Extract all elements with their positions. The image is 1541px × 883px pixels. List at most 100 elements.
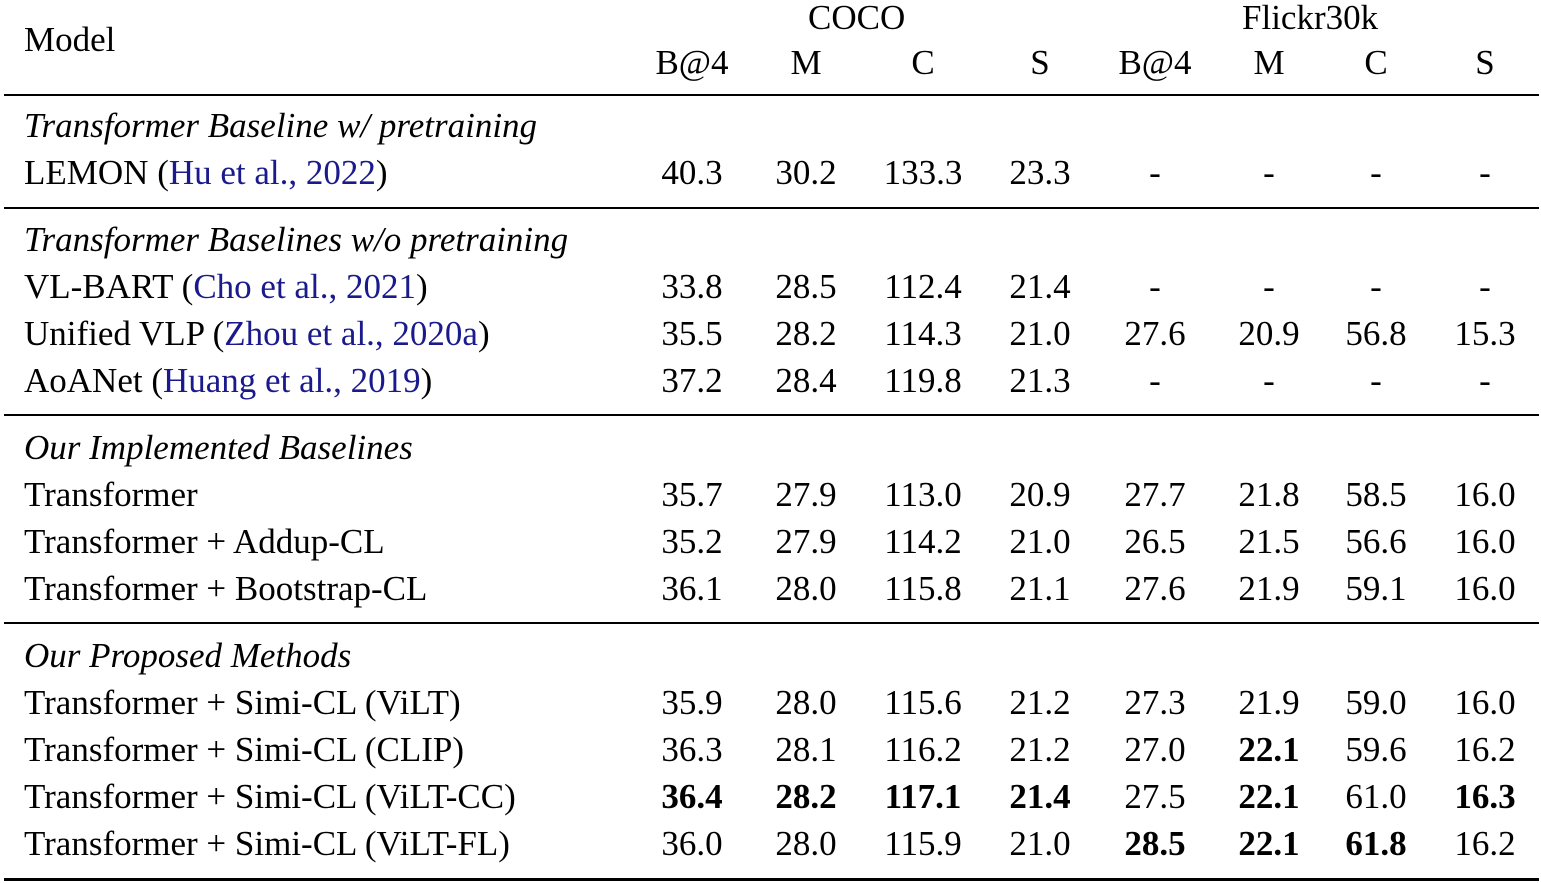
citation-close-paren: ): [477, 314, 490, 353]
table-row: VL-BART (Cho et al., 2021) 33.8 28.5 112.4 2…: [0, 269, 1541, 313]
citation-close-paren: ): [375, 153, 388, 192]
metric-value-cell: 21.5: [1238, 522, 1300, 561]
metric-value-cell: 56.8: [1345, 314, 1407, 353]
metric-value-cell: 28.1: [775, 730, 837, 769]
metric-value-cell: 27.6: [1124, 569, 1186, 608]
metric-value-cell: 16.2: [1454, 824, 1516, 863]
metric-value-cell: 114.2: [884, 522, 962, 561]
metric-value-cell: 16.0: [1454, 569, 1516, 608]
flickr30k-group-header: Flickr30k: [1242, 0, 1379, 37]
table-row: LEMON (Hu et al., 2022) 40.3 30.2 133.3 23.3…: [0, 155, 1541, 199]
coco-s-header: S: [1030, 43, 1050, 82]
metric-value-cell: 56.6: [1345, 522, 1407, 561]
citation-open-paren: (: [142, 361, 163, 400]
model-name: Unified VLP: [24, 314, 204, 353]
model-name: Transformer + Bootstrap-CL: [24, 569, 428, 608]
metric-value-cell: 28.4: [775, 361, 837, 400]
model-name-cell: Unified VLP (Zhou et al., 2020a): [24, 316, 490, 351]
metric-value-cell: -: [1479, 153, 1491, 192]
metric-value-cell: 33.8: [661, 267, 723, 306]
model-name-cell: Transformer + Simi-CL (CLIP): [24, 732, 464, 767]
table-row: Transformer 35.7 27.9 113.0 20.9 27.7 21.8 58.5…: [0, 477, 1541, 521]
metric-value-cell: 133.3: [883, 153, 963, 192]
coco-group-header: COCO: [808, 0, 906, 37]
metric-value-cell: 28.5: [775, 267, 837, 306]
model-name-cell: Transformer + Bootstrap-CL: [24, 571, 427, 606]
table-row: Transformer + Simi-CL (CLIP) 36.3 28.1 116.…: [0, 732, 1541, 776]
section-title: Our Implemented Baselines: [24, 428, 413, 467]
metric-value-cell: 20.9: [1009, 475, 1071, 514]
metric-value-cell: 119.8: [884, 361, 962, 400]
model-column-header: Model: [24, 20, 116, 59]
model-name-cell: VL-BART (Cho et al., 2021): [24, 269, 428, 304]
metric-value-cell: -: [1479, 267, 1491, 306]
section-divider: [4, 622, 1539, 624]
metric-value-cell: -: [1263, 267, 1275, 306]
metric-value-cell: 21.0: [1009, 314, 1071, 353]
metric-value-cell: 23.3: [1009, 153, 1071, 192]
metric-value-cell: 15.3: [1454, 314, 1516, 353]
model-name-cell: Transformer + Simi-CL (ViLT-CC): [24, 779, 516, 814]
section-header-row: Transformer Baseline w/ pretraining: [0, 108, 1541, 152]
table-row: Unified VLP (Zhou et al., 2020a) 35.5 28.2…: [0, 316, 1541, 360]
model-name: Transformer + Simi-CL (ViLT-CC): [24, 777, 516, 816]
metric-value-cell: 21.0: [1009, 824, 1071, 863]
metric-value-cell: 59.1: [1345, 569, 1407, 608]
model-name: AoANet: [24, 361, 143, 400]
metric-value-cell: -: [1370, 153, 1382, 192]
model-name: Transformer + Simi-CL (CLIP): [24, 730, 465, 769]
metric-value-cell: 16.3: [1454, 777, 1516, 816]
metric-value-cell: 59.0: [1345, 683, 1407, 722]
top-rule: [4, 94, 1539, 96]
metric-value-cell: 35.5: [661, 314, 723, 353]
metric-value-cell: 59.6: [1345, 730, 1407, 769]
metric-value-cell: -: [1479, 361, 1491, 400]
metric-value-cell: 30.2: [775, 153, 837, 192]
metric-value-cell: 27.5: [1124, 777, 1186, 816]
metric-value-cell: 115.6: [884, 683, 962, 722]
bottom-rule: [4, 878, 1539, 881]
citation-link[interactable]: Zhou et al., 2020a: [224, 314, 478, 353]
metric-value-cell: 27.0: [1124, 730, 1186, 769]
coco-c-header: C: [911, 43, 935, 82]
metric-value-cell: 27.3: [1124, 683, 1186, 722]
metric-value-cell: 27.9: [775, 522, 837, 561]
metric-value-cell: 117.1: [884, 777, 962, 816]
model-name-cell: Transformer + Addup-CL: [24, 524, 385, 559]
model-name: Transformer + Simi-CL (ViLT): [24, 683, 461, 722]
metric-value-cell: 112.4: [884, 267, 962, 306]
section-header-row: Our Implemented Baselines: [0, 430, 1541, 474]
metric-value-cell: 21.1: [1009, 569, 1071, 608]
metric-value-cell: 36.0: [661, 824, 723, 863]
model-name-cell: Transformer: [24, 477, 198, 512]
metric-value-cell: 114.3: [884, 314, 962, 353]
metric-value-cell: 115.8: [884, 569, 962, 608]
metric-value-cell: 28.0: [775, 824, 837, 863]
metric-value-cell: 27.9: [775, 475, 837, 514]
model-name: LEMON: [24, 153, 149, 192]
table-row: Transformer + Bootstrap-CL 36.1 28.0 115.8 2…: [0, 571, 1541, 615]
section-header-row: Our Proposed Methods: [0, 638, 1541, 682]
citation-open-paren: (: [148, 153, 169, 192]
metric-value-cell: 28.5: [1124, 824, 1186, 863]
citation-link[interactable]: Huang et al., 2019: [163, 361, 421, 400]
metric-value-cell: 35.2: [661, 522, 723, 561]
metric-value-cell: 22.1: [1238, 730, 1300, 769]
citation-close-paren: ): [420, 361, 433, 400]
section-title: Transformer Baseline w/ pretraining: [24, 106, 538, 145]
model-name-cell: AoANet (Huang et al., 2019): [24, 363, 432, 398]
model-name: VL-BART: [24, 267, 173, 306]
metric-value-cell: 113.0: [884, 475, 962, 514]
citation-link[interactable]: Hu et al., 2022: [168, 153, 376, 192]
metric-value-cell: 115.9: [884, 824, 962, 863]
metric-value-cell: 28.0: [775, 569, 837, 608]
section-header-row: Transformer Baselines w/o pretraining: [0, 222, 1541, 266]
citation-link[interactable]: Cho et al., 2021: [193, 267, 416, 306]
metric-value-cell: 116.2: [884, 730, 962, 769]
metric-value-cell: 21.2: [1009, 730, 1071, 769]
metric-value-cell: 27.7: [1124, 475, 1186, 514]
metric-value-cell: 20.9: [1238, 314, 1300, 353]
metric-value-cell: 28.2: [775, 314, 837, 353]
metric-value-cell: -: [1149, 267, 1161, 306]
metric-value-cell: 21.4: [1009, 267, 1071, 306]
